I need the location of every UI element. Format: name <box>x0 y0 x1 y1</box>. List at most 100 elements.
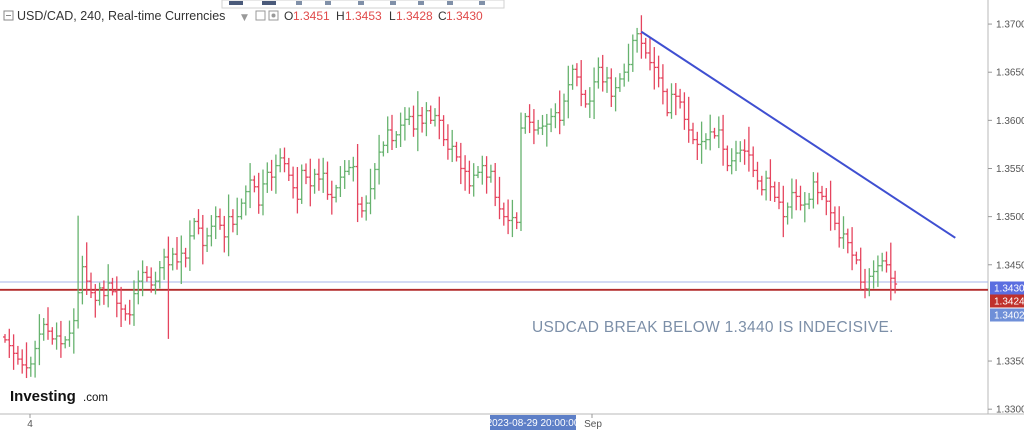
price-tags: 1.3430 1.3424 1.3402 <box>990 281 1024 322</box>
price-tick-label: 1.3500 <box>996 212 1024 223</box>
ohlc-bar <box>557 90 562 135</box>
ohlc-bar <box>841 216 846 249</box>
drawing-toolbar[interactable] <box>221 0 505 9</box>
ohlc-bar <box>394 131 399 148</box>
ohlc-bar <box>815 172 820 205</box>
ohlc-bar <box>648 37 652 71</box>
ohlc-bar <box>428 105 433 124</box>
ohlc-bar <box>166 236 171 339</box>
ohlc-bar <box>144 266 149 282</box>
ohlc-bar <box>523 113 528 134</box>
price-tick-label: 1.3600 <box>996 116 1024 127</box>
ohlc-open-label: O <box>284 9 293 23</box>
time-tick-label: Sep <box>584 419 602 430</box>
ohlc-bar <box>110 277 115 296</box>
ohlc-bar <box>501 202 506 226</box>
ohlc-bar <box>11 334 16 370</box>
ohlc-bar <box>673 83 678 116</box>
toolbar-lock-icon[interactable] <box>390 1 396 5</box>
eye-icon <box>271 13 276 18</box>
ohlc-bar <box>239 198 244 220</box>
ohlc-bar <box>179 235 184 285</box>
ohlc-bar <box>321 157 326 193</box>
ohlc-bar <box>24 342 29 379</box>
ohlc-bar <box>828 180 833 231</box>
ohlc-bar <box>665 88 670 117</box>
ohlc-bar <box>415 91 420 152</box>
ohlc-bar <box>230 209 235 233</box>
ohlc-close-value: 1.3430 <box>446 9 483 23</box>
crosshair-time-label: 2023-08-29 20:00:00 <box>487 418 580 429</box>
ohlc-bar <box>347 160 351 176</box>
ohlc-bar <box>738 141 743 163</box>
ohlc-bar <box>785 202 790 225</box>
toolbar-text-icon[interactable] <box>358 1 364 5</box>
ohlc-bar <box>200 214 205 265</box>
ohlc-bar <box>807 192 812 210</box>
ohlc-bar <box>798 185 803 211</box>
ohlc-bar <box>549 108 554 133</box>
toolbar-bar-tool-icon[interactable] <box>262 1 276 5</box>
ohlc-bar <box>463 155 468 191</box>
ohlc-bar <box>385 116 390 154</box>
ohlc-bar <box>256 172 261 214</box>
ohlc-bar <box>759 175 764 196</box>
price-tick-label: 1.3550 <box>996 164 1024 175</box>
ohlc-bar <box>261 169 265 216</box>
ohlc-bar <box>106 264 111 308</box>
price-tag-box <box>990 281 1024 295</box>
ohlc-bar <box>278 148 283 173</box>
trendline[interactable] <box>640 30 956 239</box>
ohlc-bar <box>579 60 584 107</box>
ohlc-bar <box>149 267 154 293</box>
ohlc-bar <box>20 349 25 374</box>
ohlc-bar <box>493 163 498 207</box>
ohlc-bar <box>660 64 665 105</box>
ohlc-bar <box>682 92 687 130</box>
toolbar-cursor-icon[interactable] <box>296 1 302 5</box>
ohlc-bar <box>329 180 334 215</box>
ohlc-bar <box>630 34 635 72</box>
ohlc-bar <box>480 155 485 185</box>
ohlc-bar <box>157 260 162 289</box>
toolbar-line-tool-icon[interactable] <box>229 1 243 5</box>
ohlc-bar <box>308 158 313 207</box>
ohlc-bar <box>140 260 145 297</box>
ohlc-bar <box>420 106 425 133</box>
ohlc-bar <box>875 255 880 287</box>
ohlc-bar <box>484 156 489 194</box>
ohlc-bar <box>196 209 201 235</box>
ohlc-bar <box>789 178 794 219</box>
ohlc-bar <box>97 282 102 306</box>
ohlc-bar <box>510 199 515 238</box>
dropdown-arrow-icon[interactable]: ▼ <box>241 13 248 23</box>
ohlc-bar <box>153 271 158 295</box>
toolbar-brush-icon[interactable] <box>325 1 331 5</box>
toolbar-settings-icon[interactable] <box>479 1 485 5</box>
ohlc-bar <box>312 168 317 194</box>
settings-icon[interactable] <box>255 10 266 21</box>
ohlc-bar <box>587 87 592 118</box>
ohlc-bar <box>183 247 188 268</box>
ohlc-bar <box>89 272 93 299</box>
ohlc-bar <box>867 268 872 297</box>
collapse-icon[interactable] <box>3 10 14 21</box>
ohlc-bar <box>643 37 648 59</box>
ohlc-bar <box>768 159 773 201</box>
toolbar-more-icon[interactable] <box>447 1 453 5</box>
ohlc-bar <box>76 215 81 329</box>
ohlc-bar <box>583 89 588 108</box>
ohlc-bar <box>450 129 455 163</box>
ohlc-bar <box>454 141 459 162</box>
ohlc-bar <box>359 196 364 218</box>
ohlc-bar <box>880 252 885 272</box>
chart-annotation: USDCAD BREAK BELOW 1.3440 IS INDECISIVE. <box>532 319 894 336</box>
hide-icon[interactable] <box>268 10 279 21</box>
ohlc-bar <box>282 147 287 173</box>
ohlc-bar <box>445 124 450 160</box>
ohlc-bar <box>295 166 300 214</box>
ohlc-bar <box>755 161 760 190</box>
ohlc-bar <box>218 208 222 230</box>
toolbar-trash-icon[interactable] <box>418 1 424 5</box>
